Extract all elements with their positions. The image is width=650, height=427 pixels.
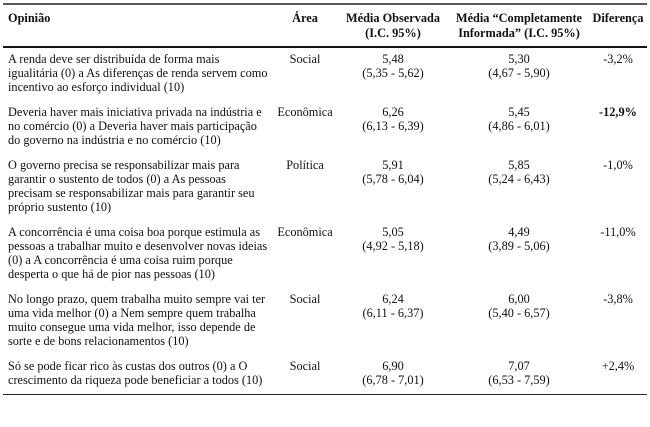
- observed-confidence-interval: (5,78 - 6,04): [362, 172, 424, 186]
- difference-value: -12,9%: [599, 105, 637, 119]
- observed-mean-cell: 5,05 (4,92 - 5,18): [337, 221, 449, 288]
- opinion-text: A concorrência é uma coisa boa porque es…: [8, 225, 268, 281]
- observed-mean-value: 5,05: [382, 225, 404, 239]
- observed-mean-cell: 5,91 (5,78 - 6,04): [337, 154, 449, 221]
- informed-confidence-interval: (4,67 - 5,90): [488, 66, 550, 80]
- informed-mean-value: 6,00: [508, 292, 530, 306]
- informed-mean-value: 5,30: [508, 52, 530, 66]
- observed-confidence-interval: (5,35 - 5,62): [362, 66, 424, 80]
- area-label: Social: [289, 292, 321, 306]
- opinion-text: A renda deve ser distribuída de forma ma…: [8, 52, 268, 94]
- opinion-text: Só se pode ficar rico às custas dos outr…: [3, 355, 273, 395]
- observed-mean-value: 6,24: [382, 292, 404, 306]
- table-row: No longo prazo, quem trabalha muito semp…: [3, 288, 647, 355]
- observed-mean-cell: 6,26 (6,13 - 6,39): [337, 101, 449, 154]
- opinion-text: No longo prazo, quem trabalha muito semp…: [8, 292, 266, 348]
- informed-mean-cell: 7,07 (6,53 - 7,59): [449, 355, 589, 395]
- informed-confidence-interval: (5,40 - 6,57): [488, 306, 550, 320]
- informed-mean-value: 4,49: [508, 225, 530, 239]
- informed-mean-value: 5,85: [508, 158, 530, 172]
- table-body: A renda deve ser distribuída de forma ma…: [3, 47, 647, 395]
- observed-mean-value: 6,26: [382, 105, 404, 119]
- header-informed-mean: Média “Completamente Informada” (I.C. 95…: [449, 3, 589, 48]
- observed-confidence-interval: (6,78 - 7,01): [362, 373, 424, 387]
- observed-mean-value: 6,90: [382, 359, 404, 373]
- table-row: O governo precisa se responsabilizar mai…: [3, 154, 647, 221]
- header-observed-mean: Média Observada (I.C. 95%): [337, 3, 449, 48]
- observed-confidence-interval: (4,92 - 5,18): [362, 239, 424, 253]
- informed-mean-cell: 5,30 (4,67 - 5,90): [449, 47, 589, 101]
- informed-confidence-interval: (6,53 - 7,59): [488, 373, 550, 387]
- header-difference: Diferença: [589, 3, 647, 48]
- header-opinion: Opinião: [3, 3, 273, 48]
- difference-value: -1,0%: [603, 158, 633, 172]
- area-label: Social: [289, 52, 321, 66]
- observed-mean-cell: 6,90 (6,78 - 7,01): [337, 355, 449, 395]
- opinion-text: O governo precisa se responsabilizar mai…: [8, 158, 255, 214]
- table-row: Deveria haver mais iniciativa privada na…: [3, 101, 647, 154]
- area-label: Política: [286, 158, 324, 172]
- header-row: Opinião Área Média Observada (I.C. 95%) …: [3, 3, 647, 48]
- informed-confidence-interval: (4,86 - 6,01): [488, 119, 550, 133]
- observed-confidence-interval: (6,11 - 6,37): [362, 306, 424, 320]
- informed-mean-cell: 5,85 (5,24 - 6,43): [449, 154, 589, 221]
- difference-value: -3,8%: [603, 292, 633, 306]
- observed-confidence-interval: (6,13 - 6,39): [362, 119, 424, 133]
- table-row: Só se pode ficar rico às custas dos outr…: [3, 355, 647, 395]
- observed-mean-value: 5,91: [382, 158, 404, 172]
- observed-mean-cell: 6,24 (6,11 - 6,37): [337, 288, 449, 355]
- informed-confidence-interval: (5,24 - 6,43): [488, 172, 550, 186]
- paper-table-page: Opinião Área Média Observada (I.C. 95%) …: [3, 3, 647, 395]
- informed-mean-value: 7,07: [508, 359, 530, 373]
- table-row: A renda deve ser distribuída de forma ma…: [3, 47, 647, 101]
- observed-mean-value: 5,48: [382, 52, 404, 66]
- table-header: Opinião Área Média Observada (I.C. 95%) …: [3, 3, 647, 48]
- header-area: Área: [273, 3, 337, 48]
- area-label: Social: [273, 355, 337, 395]
- difference-value: +2,4%: [589, 355, 647, 395]
- opinion-text: Deveria haver mais iniciativa privada na…: [8, 105, 262, 147]
- difference-value: -11,0%: [600, 225, 636, 239]
- table-row: A concorrência é uma coisa boa porque es…: [3, 221, 647, 288]
- informed-mean-cell: 4,49 (3,89 - 5,06): [449, 221, 589, 288]
- informed-mean-value: 5,45: [508, 105, 530, 119]
- informed-mean-cell: 6,00 (5,40 - 6,57): [449, 288, 589, 355]
- observed-mean-cell: 5,48 (5,35 - 5,62): [337, 47, 449, 101]
- area-label: Econômica: [277, 105, 333, 119]
- difference-value: -3,2%: [603, 52, 633, 66]
- informed-mean-cell: 5,45 (4,86 - 6,01): [449, 101, 589, 154]
- results-table: Opinião Área Média Observada (I.C. 95%) …: [3, 3, 647, 395]
- area-label: Econômica: [277, 225, 333, 239]
- informed-confidence-interval: (3,89 - 5,06): [488, 239, 550, 253]
